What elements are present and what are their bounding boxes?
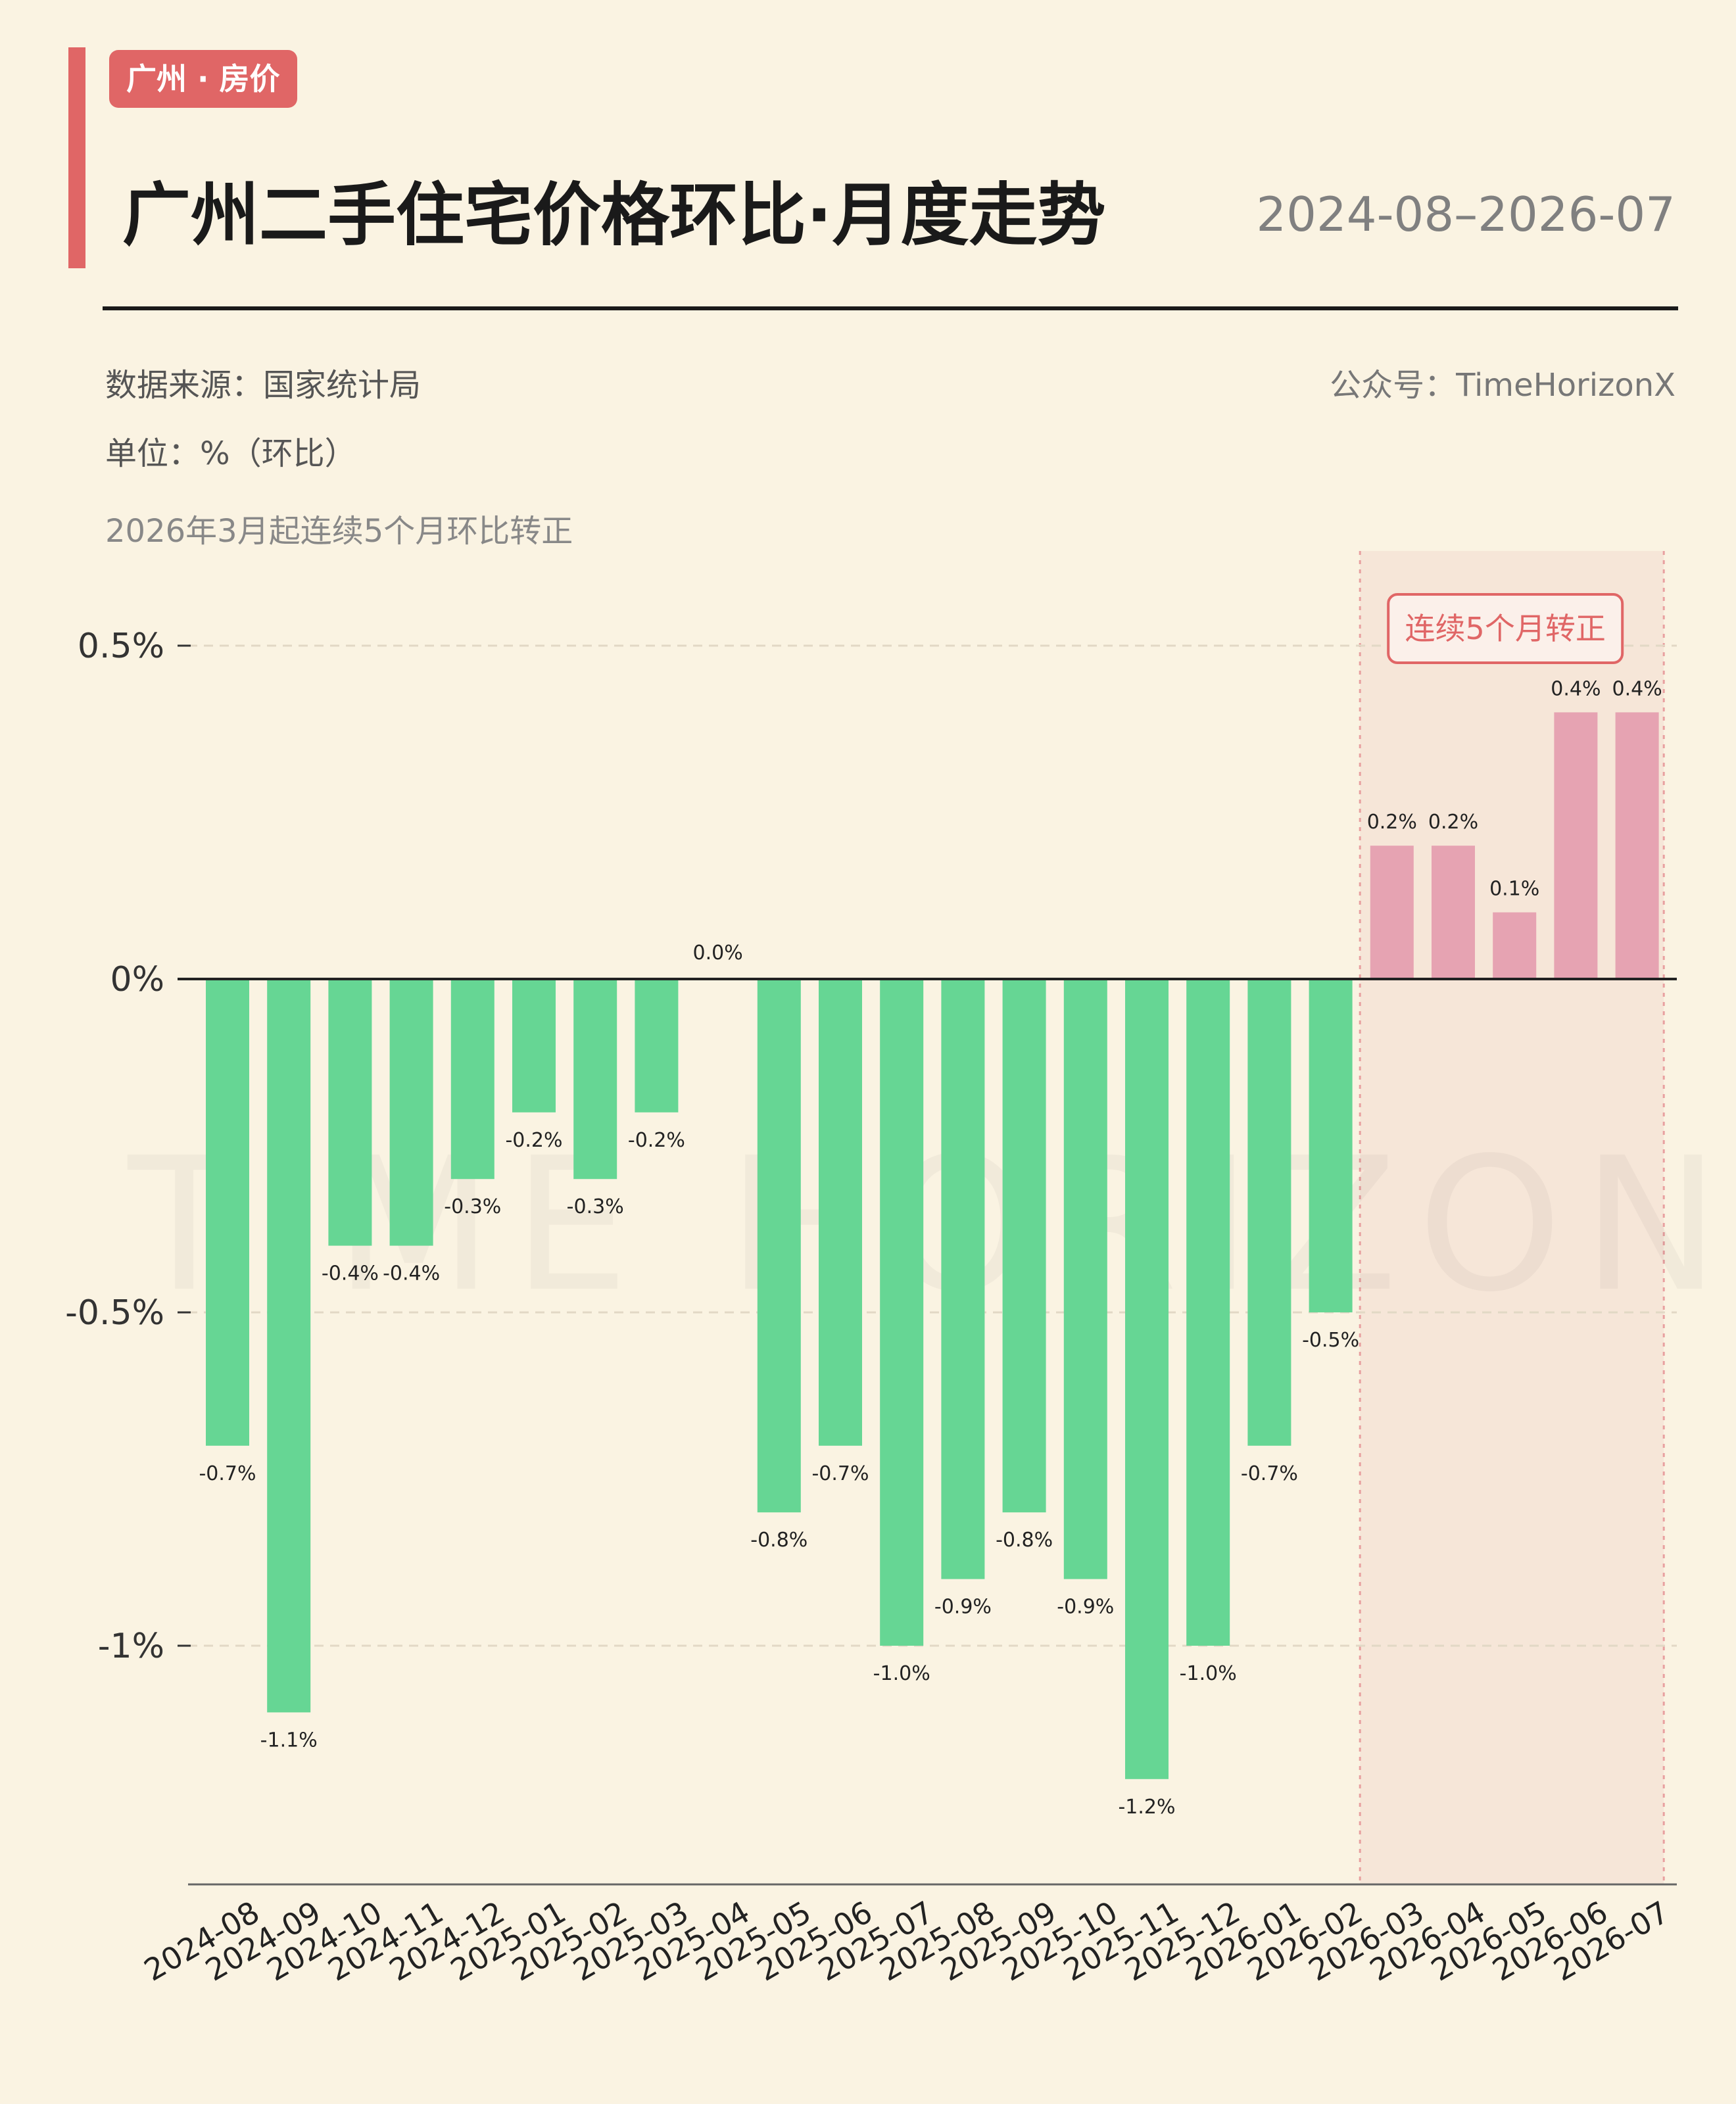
bar — [328, 979, 372, 1246]
bar — [635, 979, 679, 1112]
bar-value-label: -0.3% — [567, 1195, 624, 1218]
bar — [1370, 846, 1414, 979]
bar — [573, 979, 617, 1180]
highlight-callout-label: 连续5个月转正 — [1405, 611, 1606, 646]
bar — [1002, 979, 1046, 1513]
highlight-callout-box — [1387, 593, 1624, 664]
y-tick-label: 0% — [110, 960, 165, 999]
date-range: 2024-08–2026-07 — [1256, 187, 1676, 242]
bar — [880, 979, 924, 1646]
bar-value-label: -0.8% — [996, 1529, 1053, 1552]
bar — [1554, 712, 1598, 979]
bar-value-label: 0.2% — [1367, 811, 1417, 834]
bar-value-label: 0.1% — [1489, 878, 1539, 901]
bar — [819, 979, 862, 1446]
bar-value-label: -1.1% — [260, 1729, 318, 1752]
bar-value-label: 0.2% — [1428, 811, 1478, 834]
bar — [757, 979, 801, 1513]
topic-tag: 广州 · 房价 — [109, 50, 297, 108]
bar-value-label: -0.9% — [934, 1596, 992, 1619]
y-tick-label: -1% — [98, 1627, 164, 1666]
bar — [1432, 846, 1475, 979]
bar-value-label: 0.4% — [1551, 677, 1601, 700]
unit-label: 单位：%（环比） — [105, 435, 356, 472]
bar — [267, 979, 311, 1713]
bar-value-label: -1.0% — [873, 1662, 930, 1685]
bar — [512, 979, 556, 1112]
bar-value-label: -0.4% — [322, 1262, 379, 1285]
chart-note: 2026年3月起连续5个月环比转正 — [105, 513, 573, 550]
bar — [1247, 979, 1291, 1446]
bar — [206, 979, 249, 1446]
bar-value-label: -0.7% — [811, 1462, 869, 1485]
bar-value-label: 0.4% — [1612, 677, 1662, 700]
bar — [1063, 979, 1107, 1579]
bar — [1186, 979, 1230, 1646]
header-divider — [103, 306, 1678, 310]
bar-value-label: -0.7% — [199, 1462, 256, 1485]
bar-value-label: -0.7% — [1241, 1462, 1298, 1485]
bar-value-label: 0.0% — [692, 942, 742, 965]
title-accent-bar — [68, 47, 85, 268]
bar — [1493, 912, 1537, 979]
bar-value-label: -0.5% — [1302, 1329, 1359, 1352]
y-tick-label: 0.5% — [78, 627, 164, 666]
bar-value-label: -0.4% — [383, 1262, 440, 1285]
bar-value-label: -1.2% — [1118, 1796, 1175, 1819]
bar — [941, 979, 985, 1579]
bar — [450, 979, 494, 1180]
bar-value-label: -1.0% — [1180, 1662, 1237, 1685]
bar — [1125, 979, 1169, 1779]
account-label: 公众号：TimeHorizonX — [1330, 367, 1676, 404]
highlight-region — [1360, 551, 1664, 1884]
bar — [389, 979, 433, 1246]
y-tick-label: -0.5% — [65, 1293, 164, 1333]
page-title: 广州二手住宅价格环比·月度走势 — [122, 175, 1106, 255]
bar-value-label: -0.9% — [1057, 1596, 1114, 1619]
bar — [1615, 712, 1659, 979]
bar-value-label: -0.2% — [505, 1129, 562, 1152]
bar-value-label: -0.2% — [628, 1129, 685, 1152]
bar-value-label: -0.3% — [444, 1195, 501, 1218]
bar — [1309, 979, 1353, 1312]
bar-value-label: -0.8% — [750, 1529, 808, 1552]
data-source: 数据来源：国家统计局 — [105, 367, 422, 404]
